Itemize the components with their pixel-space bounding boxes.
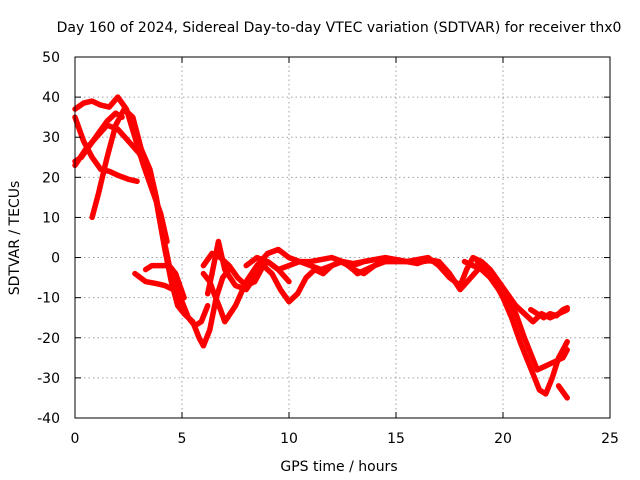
- series-satellite-track-14-markers: [476, 261, 568, 395]
- x-tick-label: 20: [494, 431, 512, 447]
- series-satellite-track-12-markers: [353, 256, 568, 323]
- series-satellite-track-15: [528, 304, 570, 321]
- x-tick-label: 10: [280, 431, 298, 447]
- y-axis: -40 -30 -20 -10 0 10 20 30 40 50: [37, 50, 610, 427]
- series-satellite-track-16-markers: [558, 385, 568, 399]
- x-tick-label: 25: [601, 431, 619, 447]
- x-axis-label: GPS time / hours: [280, 459, 397, 475]
- y-tick-label: 20: [42, 170, 60, 186]
- y-tick-label: 50: [42, 50, 60, 66]
- series-satellite-track-2-markers: [74, 112, 123, 162]
- series-satellite-track-6-markers: [134, 273, 209, 327]
- y-tick-label: -20: [37, 331, 60, 347]
- y-tick-label: -10: [37, 291, 60, 307]
- x-axis: 0 5 10 15 20 25: [71, 57, 619, 447]
- data-series: [72, 94, 570, 401]
- y-tick-label: 30: [42, 130, 60, 146]
- plot-frame: [74, 56, 611, 419]
- series-satellite-track-7-markers: [145, 265, 185, 298]
- series-satellite-track-11-markers: [245, 257, 482, 291]
- series-satellite-track-13: [461, 258, 570, 373]
- y-tick-label: 0: [51, 251, 60, 267]
- y-tick-label: 10: [42, 210, 60, 226]
- x-tick-label: 0: [71, 431, 80, 447]
- chart-title: Day 160 of 2024, Sidereal Day-to-day VTE…: [57, 20, 622, 36]
- y-tick-label: -30: [37, 371, 60, 387]
- y-axis-label: SDTVAR / TECUs: [7, 181, 23, 296]
- x-tick-label: 15: [387, 431, 405, 447]
- y-tick-label: 40: [42, 90, 60, 106]
- x-tick-label: 5: [178, 431, 187, 447]
- series-satellite-track-5-markers: [74, 124, 230, 347]
- y-tick-label: -40: [37, 411, 60, 427]
